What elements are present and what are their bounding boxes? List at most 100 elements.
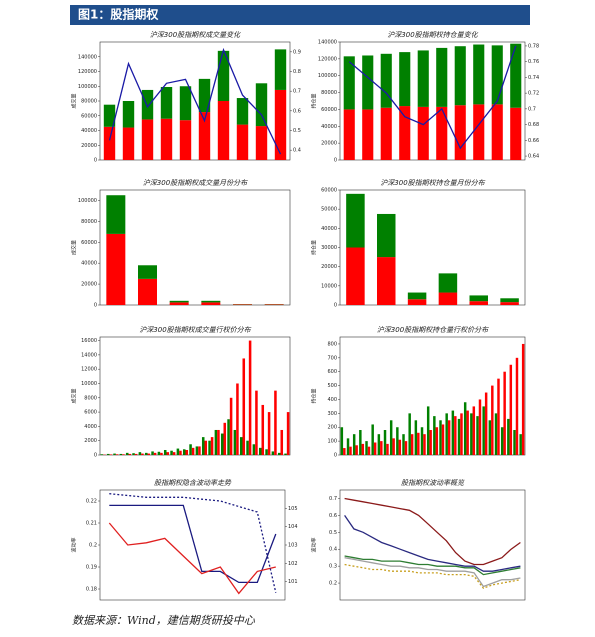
bar [447, 420, 451, 455]
bar [349, 446, 352, 455]
bar [227, 419, 230, 455]
bar-segment [438, 273, 458, 293]
bar-segment [491, 104, 503, 160]
bar [451, 410, 455, 455]
bar-segment [217, 50, 230, 101]
y-tick-label: 60000 [321, 188, 337, 194]
bar [195, 446, 199, 455]
bar [210, 437, 214, 455]
bar [134, 453, 138, 455]
y-tick-label: 50000 [321, 207, 337, 213]
bar [484, 392, 488, 455]
bar [367, 446, 371, 455]
y-tick-label: 300 [327, 411, 337, 417]
bar [265, 449, 268, 455]
bar [151, 451, 154, 455]
bar-segment [500, 302, 519, 305]
bar [426, 406, 430, 455]
y-tick-label: 0.21 [86, 521, 97, 527]
bar-segment [103, 104, 116, 127]
bar [386, 443, 389, 455]
y-tick-label: 140000 [318, 40, 337, 46]
bar [122, 454, 125, 455]
bar [365, 441, 368, 455]
line-series [344, 497, 521, 566]
bar [507, 418, 510, 455]
bar [223, 422, 227, 455]
bar [439, 420, 442, 455]
y-tick-label: 120000 [318, 56, 337, 62]
y-tick-label: 60000 [81, 113, 97, 119]
bar [420, 427, 424, 455]
y-tick-label: 14000 [81, 352, 97, 358]
bar [182, 449, 186, 455]
y-tick-label: 0.18 [86, 587, 97, 593]
y-tick-label: 20000 [321, 141, 337, 147]
bar-segment [438, 292, 458, 305]
bar [258, 447, 262, 455]
bar [176, 448, 180, 455]
bar-segment [274, 89, 287, 160]
bar [153, 452, 157, 455]
bar [170, 450, 173, 455]
bar [286, 412, 290, 455]
bar [429, 430, 432, 455]
y-tick-label: 500 [327, 383, 337, 389]
y-tick-label: 0.19 [86, 565, 97, 571]
y-tick-label: 0.2 [89, 543, 97, 549]
bar [252, 444, 256, 455]
bar [423, 434, 426, 455]
y-tick-label: 0.2 [329, 581, 337, 587]
y-tick-label: 80000 [81, 219, 97, 225]
bar [373, 442, 377, 455]
bar [246, 440, 249, 455]
bar [198, 446, 201, 455]
bar-segment [407, 292, 427, 300]
plot-frame [339, 489, 526, 601]
bar-segment [491, 45, 503, 105]
bar-segment [399, 106, 411, 160]
bar-segment [454, 105, 466, 160]
chart-title: 沪深300股指期权持仓量行权价分布 [377, 326, 489, 334]
bar [229, 397, 233, 455]
y-tick-label: 80000 [81, 99, 97, 105]
header-title: 图1：股指期权 [78, 7, 159, 22]
y2-tick-label: 0.78 [528, 43, 539, 49]
line-series [344, 555, 521, 576]
bar [141, 453, 144, 455]
bar-segment [407, 299, 427, 305]
bar [398, 439, 402, 455]
bar [189, 444, 192, 455]
bar [267, 412, 271, 455]
line-series [344, 557, 521, 588]
bar [233, 429, 237, 455]
bar-segment [179, 86, 192, 121]
y-tick-label: 0.3 [329, 564, 337, 570]
bar-segment [380, 107, 392, 160]
bar [454, 416, 457, 455]
bar [128, 453, 132, 455]
bar [435, 427, 439, 455]
y-tick-label: 0.6 [329, 513, 337, 519]
bar [172, 452, 176, 455]
y-axis-label: 持仓量 [311, 240, 318, 255]
y-tick-label: 140000 [78, 54, 97, 60]
chart-title: 沪深300股指期权成交量月份分布 [143, 179, 248, 187]
bar-segment [255, 83, 268, 127]
bar [157, 451, 161, 455]
bar-segment [362, 55, 374, 110]
line-series [108, 522, 276, 595]
bar-segment [417, 50, 429, 107]
chart-title: 沪深300股指期权持仓量月份分布 [380, 179, 485, 187]
bar-segment [510, 107, 522, 160]
y-tick-label: 600 [327, 369, 337, 375]
bar [445, 413, 448, 455]
bar-segment [160, 118, 173, 160]
bar-segment [343, 109, 355, 160]
y2-tick-label: 0.7 [528, 106, 536, 112]
bar-segment [274, 49, 287, 90]
bar [383, 430, 387, 455]
y-tick-label: 80000 [321, 90, 337, 96]
bar [396, 427, 399, 455]
bar [100, 454, 104, 455]
